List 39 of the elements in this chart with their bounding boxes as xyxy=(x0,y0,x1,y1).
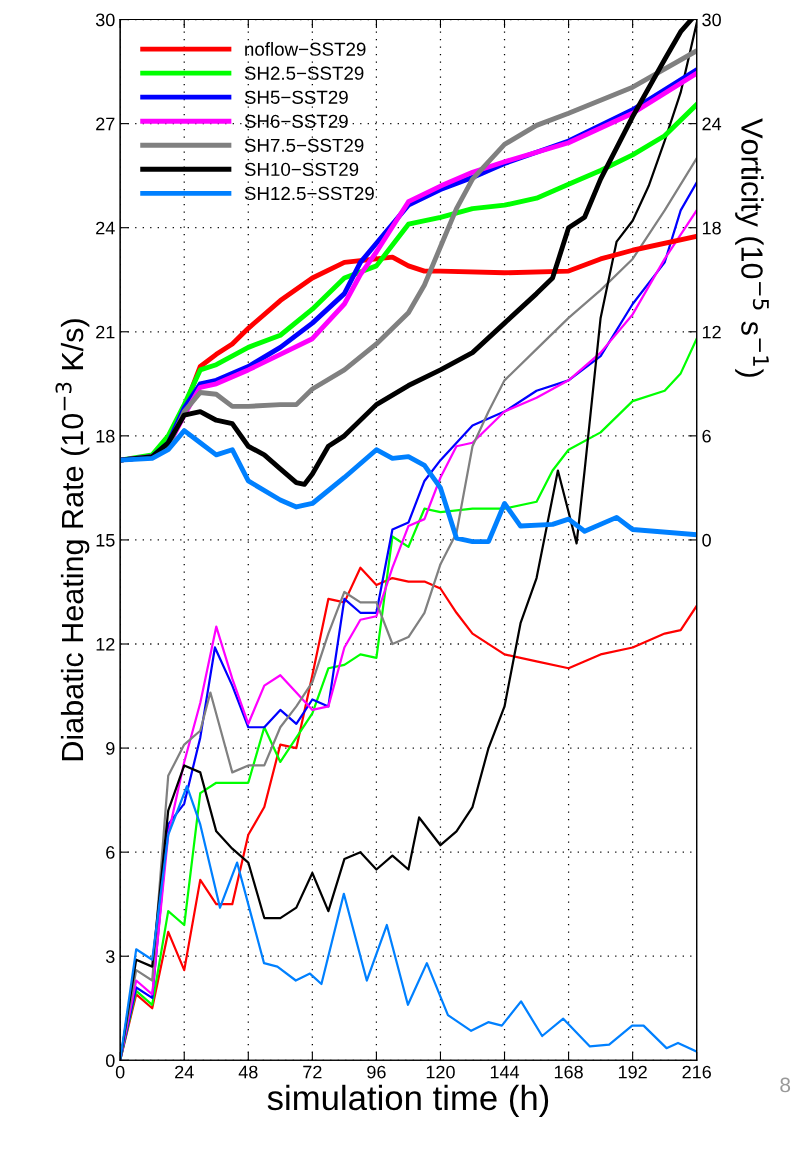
y2-tick-label: 0 xyxy=(702,533,711,547)
y2-axis-title: Vorticity (10$^{−5}$ s$^{−1}$) xyxy=(735,118,769,377)
x-tick-label: 48 xyxy=(238,1065,258,1079)
x-tick-label: 168 xyxy=(554,1065,583,1079)
y2-tick-label: 30 xyxy=(702,13,721,27)
y-tick-label: 27 xyxy=(96,117,115,131)
text: 8 xyxy=(780,1077,791,1093)
x-axis-title: simulation time (h) xyxy=(267,1084,549,1118)
legend-label: SH2.5−SST29 xyxy=(244,66,364,80)
legend-label: noflow−SST29 xyxy=(245,42,366,56)
y-tick-label: 12 xyxy=(96,637,115,651)
y-tick-label: 24 xyxy=(96,221,115,235)
y2-tick-label: 12 xyxy=(702,325,721,339)
y-axis-title: Diabatic Heating Rate (10$^{−3}$ K/s) xyxy=(55,319,90,761)
legend-label: SH12.5−SST29 xyxy=(244,186,374,201)
y-tick-label: 6 xyxy=(106,846,115,859)
y2-tick-label: 18 xyxy=(702,221,721,235)
x-tick-label: 144 xyxy=(490,1065,520,1079)
x-tick-label: 72 xyxy=(303,1065,322,1079)
x-tick-label: 96 xyxy=(367,1065,386,1079)
y-tick-label: 15 xyxy=(96,534,115,547)
legend-label: SH7.5−SST29 xyxy=(244,138,364,152)
y-tick-label: 3 xyxy=(105,950,115,963)
line-series xyxy=(120,428,697,545)
x-tick-label: 0 xyxy=(115,1065,125,1079)
x-tick-label: 24 xyxy=(175,1065,194,1079)
y-tick-label: 30 xyxy=(95,13,115,27)
y-tick-label: 0 xyxy=(105,1054,115,1068)
y2-tick-label: 6 xyxy=(702,429,711,443)
x-tick-label: 216 xyxy=(682,1065,711,1079)
x-tick-label: 192 xyxy=(618,1065,647,1079)
legend-label: SH6−SST29 xyxy=(244,114,348,128)
y-tick-label: 21 xyxy=(96,325,115,339)
x-tick-label: 120 xyxy=(426,1065,455,1079)
legend-label: SH5−SST29 xyxy=(244,90,348,104)
legend-label: SH10−SST29 xyxy=(244,162,359,177)
y2-tick-label: 24 xyxy=(702,117,722,131)
y-tick-label: 18 xyxy=(96,429,115,443)
y-tick-label: 9 xyxy=(106,742,115,755)
